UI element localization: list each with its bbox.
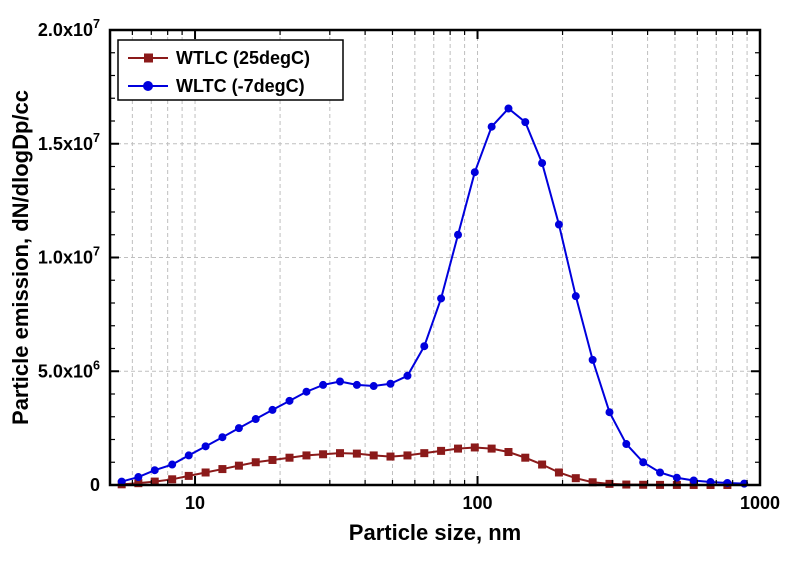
data-point [286,397,293,404]
chart-container: 10 100 1000 0 5.0x106 1.0x107 1.5x107 2.0x107 Pa… [0,0,794,577]
data-point [438,447,445,454]
data-point [169,461,176,468]
data-point [404,452,411,459]
data-point [337,378,344,385]
data-point [303,452,310,459]
x-tick-label: 1000 [740,493,780,513]
data-point [269,456,276,463]
y-tick-label: 1.5x107 [38,131,100,154]
data-point [320,381,327,388]
x-axis-label: Particle size, nm [349,520,521,545]
x-tick-label: 100 [462,493,492,513]
data-point [522,454,529,461]
data-point [185,452,192,459]
data-point [421,450,428,457]
data-point [235,462,242,469]
y-tick-label: 2.0x107 [38,17,100,40]
y-axis-label: Particle emission, dN/dlogDp/cc [8,90,33,425]
data-point [421,343,428,350]
data-point [505,449,512,456]
legend-label: WTLC (25degC) [176,48,310,68]
data-point [219,466,226,473]
data-point [202,469,209,476]
y-tick-label: 5.0x106 [38,358,100,381]
particle-emission-chart: 10 100 1000 0 5.0x106 1.0x107 1.5x107 2.0x107 Pa… [0,0,794,577]
data-point [690,477,697,484]
data-point [252,416,259,423]
data-point [572,293,579,300]
legend-label: WLTC (-7degC) [176,76,305,96]
data-point [370,383,377,390]
x-tick-label: 10 [185,493,205,513]
data-point [151,467,158,474]
data-point [219,434,226,441]
y-tick-label: 0 [90,475,100,495]
data-point [353,381,360,388]
data-point [337,450,344,457]
data-point [555,469,562,476]
data-point [438,295,445,302]
data-point [185,472,192,479]
data-point [555,221,562,228]
data-point [320,451,327,458]
data-point [353,450,360,457]
data-point [235,425,242,432]
data-point [169,476,176,483]
data-point [404,372,411,379]
data-point [387,453,394,460]
data-point [488,445,495,452]
data-point [522,119,529,126]
data-point [455,231,462,238]
data-point [252,459,259,466]
data-point [488,123,495,130]
data-point [606,409,613,416]
data-point [623,441,630,448]
data-point [202,443,209,450]
data-point [471,444,478,451]
data-point [471,169,478,176]
data-point [135,474,142,481]
data-point [539,160,546,167]
data-point [387,380,394,387]
data-point [269,406,276,413]
data-point [303,388,310,395]
data-point [370,452,377,459]
data-point [572,475,579,482]
data-point [589,356,596,363]
data-point [640,459,647,466]
data-point [455,445,462,452]
data-point [657,469,664,476]
data-point [505,105,512,112]
data-point [539,461,546,468]
data-point [286,454,293,461]
y-tick-label: 1.0x107 [38,245,100,268]
